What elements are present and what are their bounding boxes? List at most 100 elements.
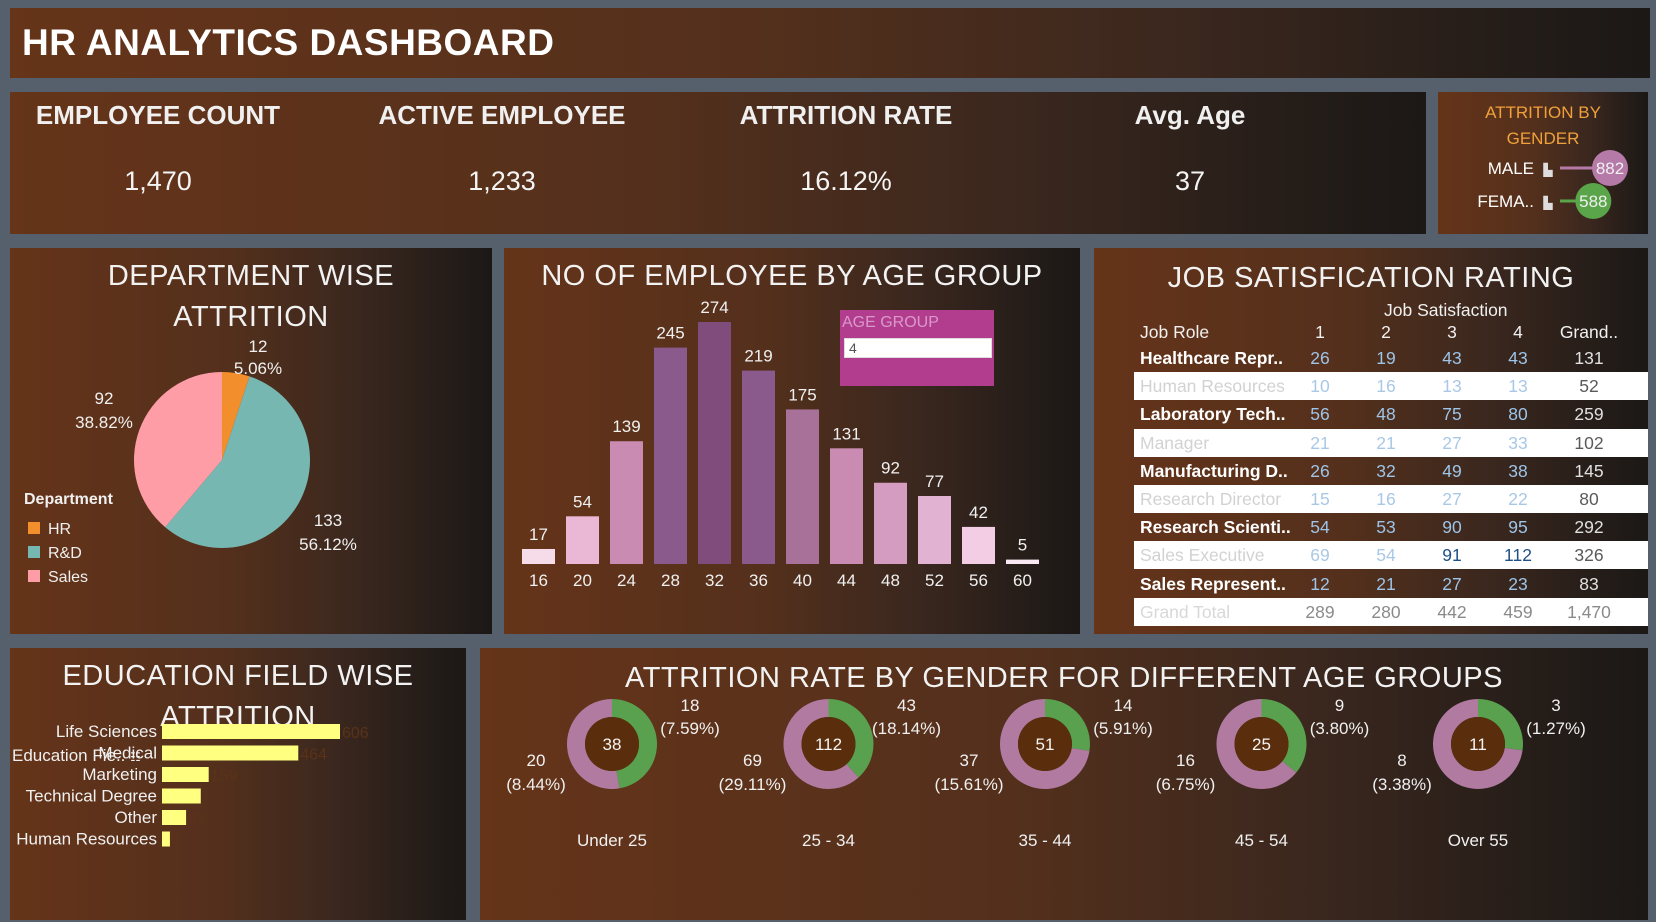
bar-chart-icon: ▙ xyxy=(1542,195,1553,210)
donut-green-pct: (7.59%) xyxy=(660,719,720,738)
age-bar-value-label: 175 xyxy=(788,385,816,404)
age-group-filter-label: AGE GROUP xyxy=(842,314,939,331)
legend-label: R&D xyxy=(48,545,82,562)
age-gender-panel: ATTRITION RATE BY GENDER FOR DIFFERENT A… xyxy=(480,648,1648,920)
table-cell-value: 1,470 xyxy=(1567,601,1611,622)
donut-segment-purple xyxy=(1216,699,1297,789)
table-cell-value: 13 xyxy=(1442,376,1462,397)
age-group-filter-input[interactable] xyxy=(844,338,992,358)
legend-title: Department xyxy=(24,491,114,508)
age-bar-value-label: 42 xyxy=(969,503,988,522)
donut-purple-value: 8 xyxy=(1397,751,1406,770)
table-cell-value: 292 xyxy=(1574,517,1604,538)
education-category-label: Marketing xyxy=(82,765,157,784)
age-bar-value-label: 17 xyxy=(529,525,548,544)
table-cell-role: Healthcare Repr.. xyxy=(1140,348,1283,368)
education-bar xyxy=(162,745,299,761)
department-pie-chart: 12 5.06% 133 56.12% 92 38.82% Department HR R&D S… xyxy=(24,337,357,586)
education-field-header[interactable]: Education Fie.. ☷ xyxy=(12,746,141,766)
donut-center-label: 25 xyxy=(1252,735,1271,754)
age-bar xyxy=(742,370,775,564)
table-cell-value: 13 xyxy=(1508,376,1528,397)
legend-label: HR xyxy=(48,521,71,538)
education-title-line1: EDUCATION FIELD WISE xyxy=(62,660,414,692)
pie-slice xyxy=(134,372,222,528)
age-bar xyxy=(962,526,995,564)
table-cell-role: Laboratory Tech.. xyxy=(1140,404,1286,425)
gender-category-label: MALE xyxy=(1488,159,1534,178)
education-value-label: 159 xyxy=(211,768,238,785)
table-row: Sales Represent.. 12 21 27 23 83 xyxy=(1134,570,1648,598)
pie-value-label: 12 xyxy=(249,337,268,356)
age-tick-label: 16 xyxy=(529,571,548,590)
table-cell-value: 54 xyxy=(1310,517,1330,538)
table-row: Manager 21 21 27 33 102 xyxy=(1134,428,1648,457)
table-row: Laboratory Tech.. 56 48 75 80 259 xyxy=(1134,400,1648,428)
bar-chart-icon: ▙ xyxy=(1542,162,1553,177)
age-bar xyxy=(654,347,687,564)
kpi-employee-count: EMPLOYEE COUNT 1,470 xyxy=(0,92,338,234)
table-cell-value: 112 xyxy=(1504,545,1532,566)
table-cell-value: 102 xyxy=(1574,432,1604,453)
table-cell-value: 53 xyxy=(1376,517,1396,538)
table-column-header: 1 xyxy=(1315,322,1325,342)
donut-purple-pct: (8.44%) xyxy=(506,775,566,794)
age-tick-label: 44 xyxy=(837,571,856,590)
table-cell-value: 145 xyxy=(1574,460,1604,481)
age-bar-value-label: 5 xyxy=(1018,536,1027,555)
table-cell-value: 259 xyxy=(1574,404,1604,425)
table-cell-value: 22 xyxy=(1508,489,1528,509)
donut-green-pct: (18.14%) xyxy=(872,719,941,738)
donut-segment-green xyxy=(1261,699,1307,773)
sort-icon[interactable]: ☷ xyxy=(130,749,141,764)
department-title-line1: DEPARTMENT WISE xyxy=(107,260,395,292)
gender-lollipop-head xyxy=(1592,150,1628,186)
age-tick-label: 36 xyxy=(749,571,768,590)
age-tick-label: 32 xyxy=(705,571,724,590)
donut-purple-pct: (6.75%) xyxy=(1156,775,1216,794)
table-cell-role: Manufacturing D.. xyxy=(1140,460,1288,481)
table-column-header: 4 xyxy=(1513,322,1523,342)
donut-segment-green xyxy=(612,699,657,789)
table-cell-role: Sales Represent.. xyxy=(1140,573,1286,594)
donut-center xyxy=(585,717,639,771)
table-cell-value: 27 xyxy=(1442,432,1462,453)
kpi-label: EMPLOYEE COUNT xyxy=(35,100,281,130)
table-cell-role: Research Scienti.. xyxy=(1140,517,1291,538)
kpi-value: 37 xyxy=(1174,166,1206,196)
age-bar-value-label: 131 xyxy=(832,424,860,443)
department-panel: DEPARTMENT WISE ATTRITION 12 5.06% 133 56.1… xyxy=(10,248,492,634)
table-cell-value: 75 xyxy=(1442,404,1462,425)
donut-segment-purple xyxy=(783,699,859,789)
age-tick-label: 48 xyxy=(881,571,900,590)
table-column-group-header: Job Satisfaction xyxy=(1384,300,1508,320)
donut-segment-purple xyxy=(567,699,620,789)
donut-center xyxy=(1018,717,1072,771)
table-row: Manufacturing D.. 26 32 49 38 145 xyxy=(1134,457,1648,485)
kpi-label: Avg. Age xyxy=(1134,100,1246,130)
table-cell-value: 95 xyxy=(1508,517,1528,538)
table-cell-value: 21 xyxy=(1376,573,1396,594)
kpi-label: ATTRITION RATE xyxy=(739,100,953,130)
age-bar xyxy=(522,548,555,564)
age-bar xyxy=(698,322,731,564)
education-value-label: 82 xyxy=(188,811,206,828)
table-cell-value: 80 xyxy=(1579,489,1599,509)
gender-lollipop-chart: MALE ▙ 882 FEMA.. ▙ 588 xyxy=(1477,150,1628,219)
education-category-label: Other xyxy=(114,808,157,827)
table-cell-value: 131 xyxy=(1574,348,1604,368)
table-cell-value: 16 xyxy=(1376,376,1396,397)
legend-swatch xyxy=(28,570,40,582)
kpi-avg-age: Avg. Age 37 xyxy=(1010,92,1370,234)
age-bar-value-label: 139 xyxy=(612,417,640,436)
dashboard-title: HR ANALYTICS DASHBOARD xyxy=(22,22,555,63)
header-bar: HR ANALYTICS DASHBOARD xyxy=(10,8,1650,78)
legend-swatch xyxy=(28,522,40,534)
table-cell-value: 48 xyxy=(1376,404,1396,425)
pie-percent-label: 38.82% xyxy=(75,413,133,432)
age-bar-value-label: 219 xyxy=(744,347,772,366)
donut-purple-pct: (15.61%) xyxy=(935,775,1004,794)
table-cell-value: 49 xyxy=(1442,460,1462,481)
kpi-active-employee: ACTIVE EMPLOYEE 1,233 xyxy=(322,92,682,234)
age-tick-label: 20 xyxy=(573,571,592,590)
